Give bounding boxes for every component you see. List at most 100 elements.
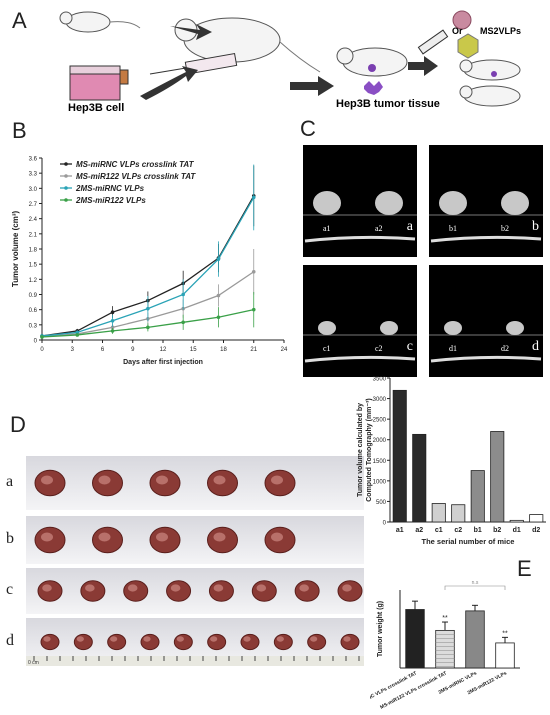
x-tick-label: 24 bbox=[281, 347, 288, 353]
tumor-highlight bbox=[127, 584, 138, 592]
y-tick-label: 3500 bbox=[373, 377, 387, 383]
x-tick-label: 6 bbox=[101, 347, 105, 353]
y-tick-label: 0.6 bbox=[29, 308, 38, 314]
tumor-highlight bbox=[85, 584, 95, 592]
panel-d-label: D bbox=[10, 412, 26, 437]
ns-bracket bbox=[444, 585, 506, 590]
ct-right-label: b2 bbox=[501, 224, 509, 233]
tumor-highlight bbox=[98, 532, 111, 542]
y-tick-label: 2.7 bbox=[29, 202, 38, 208]
ct-tumor-left bbox=[313, 191, 341, 215]
ct-image-a: a1 a2 a bbox=[303, 145, 417, 257]
x-tick-label: 12 bbox=[160, 347, 167, 353]
x-tick-label: 18 bbox=[220, 347, 227, 353]
tumor-highlight bbox=[170, 584, 181, 592]
tumor-row-drawing: 0 cm bbox=[26, 633, 364, 666]
data-point bbox=[110, 325, 115, 330]
arrow-3-icon bbox=[290, 76, 334, 96]
tumor-highlight bbox=[342, 584, 352, 592]
bar bbox=[412, 433, 427, 523]
ct-panel-tag: c bbox=[406, 339, 413, 354]
x-tick-label: 15 bbox=[190, 347, 197, 353]
photo-row-strip: 0 cm bbox=[26, 618, 364, 666]
ct-left-label: b1 bbox=[449, 224, 457, 233]
arrow-4-icon bbox=[408, 56, 438, 76]
y-tick-label: 0 bbox=[383, 521, 387, 527]
bar bbox=[405, 609, 425, 669]
vlp-label: MS2VLPs bbox=[480, 26, 522, 36]
data-point bbox=[181, 320, 185, 325]
tumor-row-drawing bbox=[34, 526, 296, 554]
data-point bbox=[216, 257, 221, 261]
ct-image-b: b1 b2 b bbox=[429, 145, 543, 257]
photo-row-strip bbox=[26, 516, 364, 564]
tumor-highlight bbox=[213, 475, 226, 485]
tumor-photo: a b c d 0 cm bbox=[6, 456, 364, 666]
ns-label: n.s bbox=[472, 580, 479, 586]
tumor-sample bbox=[166, 580, 192, 602]
ct-left-label: a1 bbox=[323, 224, 331, 233]
tumor-highlight bbox=[176, 636, 184, 642]
data-point bbox=[146, 306, 150, 311]
tumor-sample bbox=[37, 580, 63, 602]
x-tick-label: 9 bbox=[131, 347, 135, 353]
photo-row-strip bbox=[26, 568, 364, 614]
panel-c-label: C bbox=[300, 116, 316, 141]
y-tick-label: 1.2 bbox=[29, 278, 38, 284]
tumor-sample bbox=[107, 633, 127, 651]
cell-label: Hep3B cell bbox=[68, 102, 125, 114]
panel-a-schematic bbox=[59, 10, 521, 107]
ct-right-label: c2 bbox=[375, 344, 383, 353]
y-tick-label: 3000 bbox=[373, 397, 387, 403]
bar bbox=[451, 504, 466, 523]
tumor-highlight bbox=[276, 636, 284, 642]
ct-panel-tag: a bbox=[406, 219, 413, 234]
y-tick-label: 2500 bbox=[373, 418, 387, 424]
x-tick-label: a1 bbox=[396, 527, 404, 534]
data-point bbox=[110, 310, 115, 314]
legend-label: MS-miRNC VLPs crosslink TAT bbox=[76, 160, 195, 169]
tumor-highlight bbox=[271, 475, 283, 485]
panel-e-label: E bbox=[517, 556, 532, 581]
panel-b-label: B bbox=[12, 118, 27, 143]
data-point bbox=[146, 325, 150, 330]
x-tick-label: b1 bbox=[474, 527, 482, 534]
tumor-sample bbox=[40, 633, 60, 651]
ct-bed-arc bbox=[430, 355, 542, 363]
ct-bed-arc bbox=[430, 235, 542, 243]
tumor-highlight bbox=[156, 532, 168, 542]
y-axis-title-line2: Computed Tomography (mm⁻³) bbox=[366, 398, 373, 502]
y-axis-title: Tumor weight (g) bbox=[377, 601, 384, 657]
x-axis-title: Days after first injection bbox=[123, 359, 203, 366]
data-point bbox=[181, 292, 185, 297]
ct-tumor-right bbox=[501, 191, 529, 215]
ct-scan-drawing bbox=[429, 191, 543, 243]
data-point bbox=[251, 307, 256, 312]
y-tick-label: 0.9 bbox=[29, 293, 38, 299]
ct-bed-arc bbox=[304, 235, 416, 243]
bar bbox=[509, 519, 524, 523]
data-point bbox=[75, 330, 80, 335]
ruler bbox=[26, 656, 364, 666]
result-mouse-top-icon bbox=[459, 59, 521, 81]
photo-row-label: a bbox=[6, 473, 14, 490]
y-tick-label: 500 bbox=[376, 500, 387, 506]
tumor-sample bbox=[340, 633, 360, 651]
tumor-row-drawing bbox=[37, 580, 363, 602]
tumor-highlight bbox=[41, 532, 53, 542]
x-tick-label: 0 bbox=[40, 347, 44, 353]
or-label: Or bbox=[452, 26, 463, 36]
bar bbox=[470, 470, 485, 523]
tumor-highlight bbox=[299, 584, 309, 592]
arrow-2-icon bbox=[140, 66, 198, 100]
tumor-sample bbox=[240, 633, 260, 651]
tumor-highlight bbox=[256, 584, 267, 592]
bar bbox=[490, 431, 505, 523]
bar bbox=[392, 389, 407, 523]
data-point bbox=[40, 335, 44, 339]
y-tick-label: 0 bbox=[34, 339, 38, 345]
tumor-sample bbox=[123, 580, 149, 602]
y-axis-title: Tumor volume (cm³) bbox=[11, 211, 20, 288]
tumor-highlight bbox=[110, 636, 118, 642]
y-tick-label: 1000 bbox=[373, 479, 387, 485]
